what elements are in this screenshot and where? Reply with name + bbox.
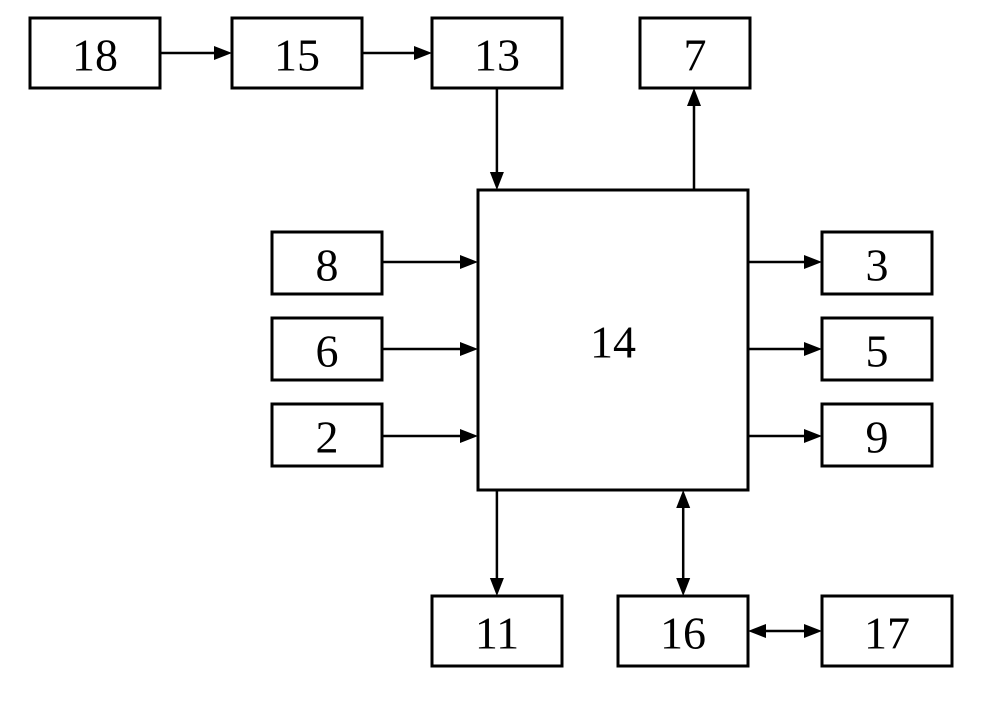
arrowhead [804,342,822,356]
node-8: 8 [272,232,382,294]
node-label: 16 [660,608,706,659]
arrowhead [214,46,232,60]
node-label: 7 [684,30,707,81]
node-5: 5 [822,318,932,380]
arrowhead [804,255,822,269]
node-label: 3 [866,240,889,291]
arrowhead [414,46,432,60]
node-14: 14 [478,190,748,490]
node-11: 11 [432,596,562,666]
node-16: 16 [618,596,748,666]
node-label: 13 [474,30,520,81]
arrowhead [748,624,766,638]
arrowhead [460,255,478,269]
node-label: 5 [866,326,889,377]
node-label: 18 [72,30,118,81]
node-15: 15 [232,18,362,88]
node-label: 8 [316,240,339,291]
node-3: 3 [822,232,932,294]
node-18: 18 [30,18,160,88]
arrowhead [490,172,504,190]
arrowhead [676,490,690,508]
node-label: 14 [590,317,636,368]
node-label: 6 [316,326,339,377]
arrowhead [490,578,504,596]
arrowhead [804,429,822,443]
node-label: 17 [864,608,910,659]
node-6: 6 [272,318,382,380]
node-17: 17 [822,596,952,666]
arrowhead [460,429,478,443]
node-label: 9 [866,412,889,463]
node-label: 2 [316,412,339,463]
node-label: 11 [475,608,519,659]
node-7: 7 [640,18,750,88]
node-13: 13 [432,18,562,88]
node-9: 9 [822,404,932,466]
node-2: 2 [272,404,382,466]
arrowhead [687,88,701,106]
arrowhead [460,342,478,356]
arrowhead [804,624,822,638]
node-label: 15 [274,30,320,81]
arrowhead [676,578,690,596]
